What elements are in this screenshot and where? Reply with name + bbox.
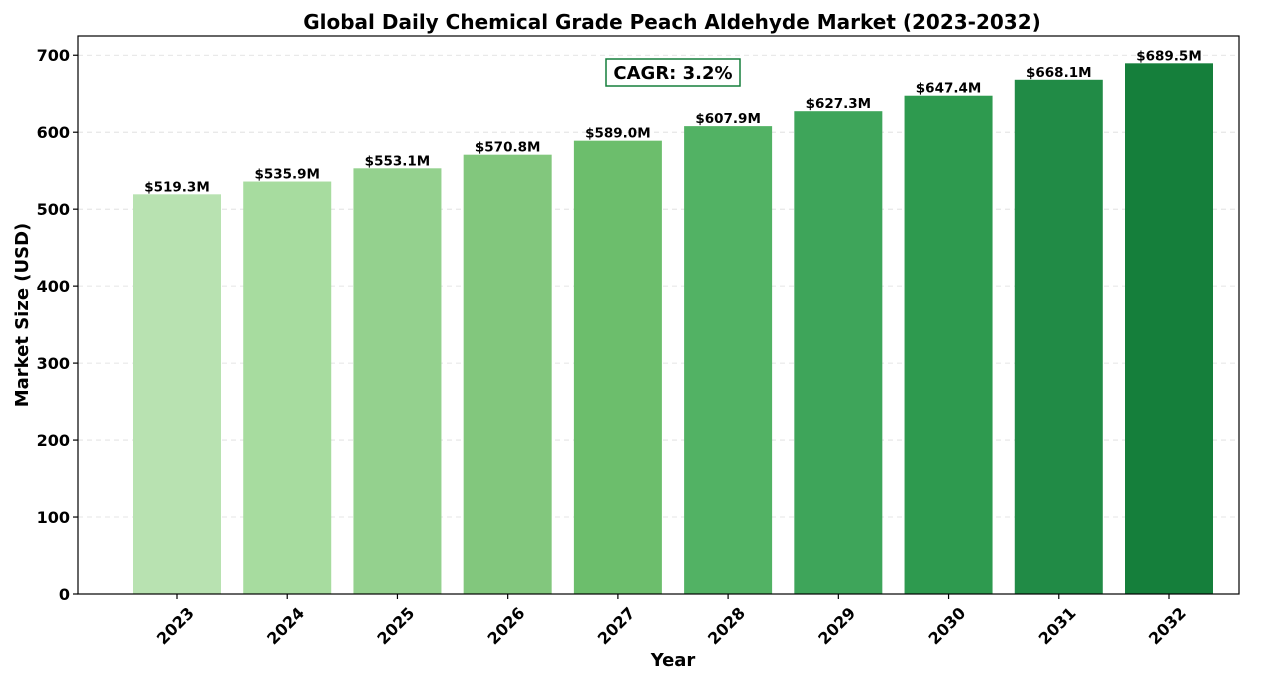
data-label-2023: $519.3M bbox=[144, 179, 210, 195]
data-label-2030: $647.4M bbox=[916, 81, 982, 97]
data-label-2026: $570.8M bbox=[475, 140, 541, 156]
x-tick-label-2032: 2032 bbox=[1145, 603, 1190, 648]
bar-2026 bbox=[463, 154, 552, 594]
bar-2025 bbox=[353, 168, 442, 595]
data-label-2027: $589.0M bbox=[585, 126, 651, 142]
bar-2024 bbox=[243, 181, 332, 594]
cagr-annotation: CAGR: 3.2% bbox=[605, 58, 741, 87]
chart-title: Global Daily Chemical Grade Peach Aldehy… bbox=[303, 10, 1041, 34]
bar-2027 bbox=[573, 140, 662, 595]
y-tick-label: 200 bbox=[37, 431, 70, 450]
y-tick-label: 300 bbox=[37, 354, 70, 373]
x-axis-ticks: 2023 2024 2025 2026 2027 2028 2029 2030 2031 2032 bbox=[153, 594, 1190, 648]
cagr-label: CAGR: 3.2% bbox=[613, 63, 732, 84]
x-axis-label: Year bbox=[650, 650, 696, 671]
y-tick-label: 600 bbox=[37, 123, 70, 142]
x-tick-label-2027: 2027 bbox=[594, 603, 639, 648]
x-tick-label-2024: 2024 bbox=[263, 603, 308, 648]
y-tick-label: 500 bbox=[37, 200, 70, 219]
y-tick-label: 100 bbox=[37, 508, 70, 527]
data-label-2032: $689.5M bbox=[1136, 48, 1202, 64]
x-tick-label-2030: 2030 bbox=[924, 603, 969, 648]
bar-2031 bbox=[1014, 79, 1103, 594]
data-label-2024: $535.9M bbox=[254, 167, 320, 183]
data-labels: $519.3M $535.9M $553.1M $570.8M $589.0M $607.… bbox=[144, 48, 1202, 195]
data-label-2029: $627.3M bbox=[806, 96, 872, 112]
x-tick-label-2026: 2026 bbox=[484, 603, 529, 648]
bar-2023 bbox=[133, 194, 221, 595]
bar-2029 bbox=[794, 111, 883, 594]
y-tick-label: 0 bbox=[59, 585, 70, 604]
data-label-2031: $668.1M bbox=[1026, 65, 1092, 81]
plot-frame bbox=[77, 35, 1240, 595]
x-tick-label-2023: 2023 bbox=[153, 603, 198, 648]
data-label-2028: $607.9M bbox=[695, 111, 761, 127]
cagr-box-border bbox=[605, 58, 741, 87]
x-tick-label-2031: 2031 bbox=[1035, 603, 1080, 648]
y-tick-label: 700 bbox=[37, 46, 70, 65]
data-label-2025: $553.1M bbox=[365, 153, 431, 169]
bar-2032 bbox=[1125, 63, 1213, 595]
x-tick-label-2028: 2028 bbox=[704, 603, 749, 648]
y-axis-ticks: 0 100 200 300 400 500 600 700 bbox=[37, 46, 78, 604]
bar-2030 bbox=[904, 95, 993, 594]
y-axis-label: Market Size (USD) bbox=[12, 223, 33, 408]
bar-2028 bbox=[684, 126, 773, 594]
bars bbox=[133, 63, 1213, 595]
x-tick-label-2029: 2029 bbox=[814, 603, 859, 648]
y-tick-label: 400 bbox=[37, 277, 70, 296]
x-tick-label-2025: 2025 bbox=[373, 603, 418, 648]
